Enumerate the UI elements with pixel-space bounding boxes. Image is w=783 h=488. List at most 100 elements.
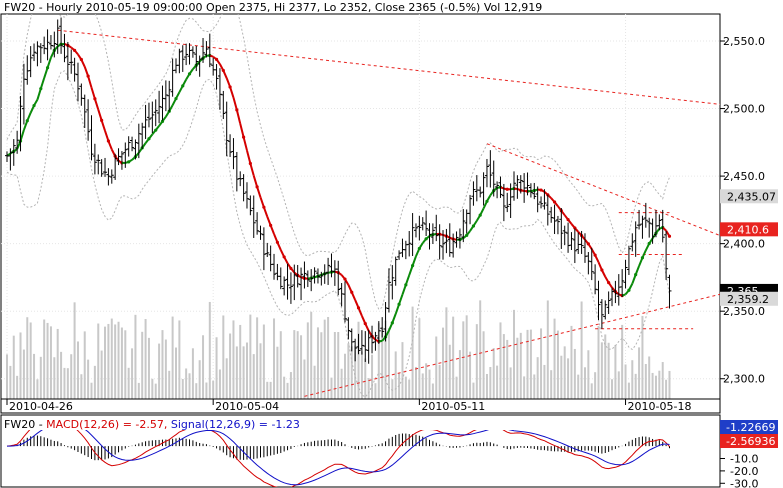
volume-bar — [323, 319, 326, 399]
volume-bar — [499, 322, 502, 399]
volume-bar — [232, 320, 235, 399]
volume-bar — [110, 318, 113, 399]
volume-bar — [6, 354, 8, 399]
ohlc-bar — [312, 267, 317, 284]
volume-bar — [583, 367, 586, 399]
volume-bar — [580, 301, 583, 399]
ohlc-bar — [451, 233, 456, 258]
macd-panel — [0, 414, 721, 488]
ma-segment — [479, 208, 485, 216]
volume-bar — [604, 334, 607, 399]
ohlc-bar — [471, 181, 476, 206]
volume-bar — [222, 315, 225, 399]
volume-bar — [131, 348, 134, 399]
ohlc-bar — [288, 272, 293, 304]
ohlc-bar — [96, 154, 101, 175]
volume-bar — [513, 309, 515, 399]
macd-value-tags: -1.22669-2.56936 — [720, 420, 778, 448]
volume-bar — [414, 366, 417, 399]
ma-segment — [371, 335, 377, 341]
volume-bar — [455, 376, 458, 399]
ohlc-bar — [42, 36, 47, 55]
ohlc-bar — [569, 232, 574, 250]
volume-bar — [337, 332, 340, 399]
ohlc-bar — [488, 150, 493, 188]
volume-bar — [215, 337, 218, 399]
volume-bar — [367, 378, 370, 399]
ohlc-bar — [528, 183, 533, 198]
ohlc-bar — [255, 212, 260, 235]
volume-bar — [53, 357, 56, 399]
macd-histogram — [9, 433, 670, 461]
volume-bar — [445, 307, 448, 399]
ohlc-bar — [386, 268, 391, 313]
ohlc-bar — [89, 115, 94, 161]
ohlc-bar — [667, 274, 672, 309]
ma-segment — [384, 330, 390, 338]
y-tick-label: 2,350.0 — [723, 305, 765, 318]
volume-bar — [171, 316, 174, 399]
ma-dot — [667, 234, 672, 238]
ma-segment — [621, 293, 626, 297]
volume-bar — [262, 324, 265, 399]
ohlc-bar — [484, 158, 489, 188]
ohlc-bar — [153, 99, 158, 127]
ohlc-bar — [224, 101, 229, 157]
volume-bar — [205, 382, 208, 399]
volume-bar — [259, 343, 262, 399]
ma-segment — [641, 249, 647, 259]
volume-bar — [374, 383, 377, 399]
ma-segment — [256, 186, 262, 198]
volume-bar — [611, 379, 614, 399]
ohlc-bar — [62, 33, 67, 63]
volume-bar — [347, 343, 350, 399]
volume-bar — [560, 355, 563, 399]
ohlc-bar — [251, 195, 256, 238]
price-tag: 2,410.6 — [720, 222, 778, 237]
volume-bar — [452, 316, 455, 399]
volume-bar — [350, 346, 353, 399]
volume-bar — [191, 348, 194, 399]
ohlc-bar — [282, 276, 287, 296]
volume-bar — [218, 369, 221, 399]
ohlc-bar — [640, 215, 645, 239]
ohlc-bar — [143, 104, 148, 139]
volume-bar — [641, 315, 644, 399]
x-tick-label: 2010-05-18 — [628, 400, 692, 413]
ma-segment — [452, 238, 457, 241]
volume-bar — [384, 320, 387, 399]
ohlc-bar — [407, 231, 412, 257]
ohlc-bar — [518, 175, 523, 194]
ohlc-bar — [468, 194, 473, 225]
volume-bar — [66, 368, 69, 399]
volume-bar — [43, 319, 46, 399]
volume-bar — [658, 370, 661, 399]
volume-bar — [195, 383, 198, 399]
volume-bar — [594, 372, 597, 399]
ohlc-bar — [103, 157, 108, 177]
volume-bar — [313, 365, 316, 399]
price-tag-box — [720, 291, 778, 306]
ma-segment — [175, 91, 181, 100]
bollinger-bands — [6, 14, 670, 398]
volume-bar — [97, 323, 100, 399]
volume-bar — [229, 333, 232, 399]
volume-bar — [330, 377, 333, 399]
macd-legend-macd: MACD(12,26) = -2.57, — [46, 418, 171, 431]
ma-segment — [252, 175, 259, 188]
macd-tick-label: -10.0 — [730, 453, 758, 466]
ohlc-bar — [157, 90, 162, 124]
ohlc-bar — [302, 261, 307, 289]
ohlc-bar — [373, 331, 378, 351]
ohlc-bar — [38, 43, 43, 63]
ma-segment — [87, 75, 93, 88]
ma-segment — [19, 129, 25, 142]
ohlc-bar — [542, 189, 547, 210]
ohlc-bar — [163, 80, 168, 112]
ohlc-bar — [572, 228, 577, 264]
upper-band — [6, 14, 670, 311]
volume-bar — [421, 373, 424, 399]
ma-segment — [520, 189, 525, 192]
ohlc-bar — [643, 202, 648, 228]
ma-segment — [432, 232, 437, 236]
